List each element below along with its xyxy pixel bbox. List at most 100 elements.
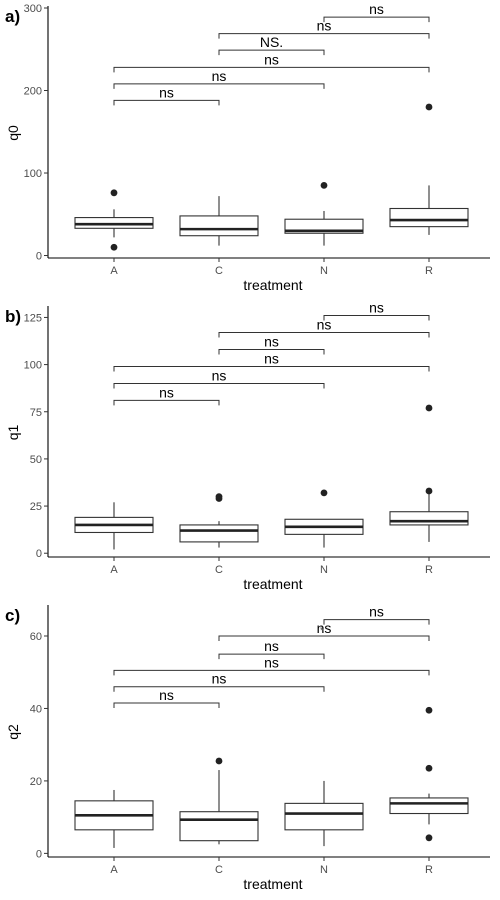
y-axis-title: q2 [5,724,21,740]
outlier-point [110,243,118,251]
significance-label: ns [264,334,279,350]
x-tick-label: N [320,864,328,876]
significance-label: ns [317,317,332,333]
iqr-box [179,215,259,237]
comparison-C-R: ns [218,317,430,338]
significance-bracket [113,702,220,709]
significance-bracket [113,686,325,692]
y-tick-label: 60 [30,631,42,643]
significance-label: NS. [260,34,283,50]
box-C [179,196,259,246]
significance-label: ns [159,687,174,703]
y-tick-label: 0 [36,251,42,263]
box-C [179,757,259,845]
significance-bracket [113,99,220,106]
significance-label: ns [317,620,332,636]
y-axis-title: q1 [5,425,21,441]
outlier-point [320,489,328,497]
box-A [74,502,154,550]
iqr-box [284,802,364,831]
y-tick-label: 100 [24,168,42,180]
outlier-point [425,706,433,714]
x-tick-label: N [320,564,328,576]
box-A [74,789,154,848]
significance-bracket [113,365,430,372]
significance-bracket [218,332,430,338]
significance-bracket [218,49,325,56]
x-tick-label: A [110,864,118,876]
outlier-point [425,487,433,495]
x-tick-label: C [215,265,223,277]
y-tick-label: 100 [24,360,42,372]
x-axis-title: treatment [243,277,302,293]
significance-label: ns [264,350,279,366]
iqr-box [179,524,259,543]
x-axis-title: treatment [243,576,302,592]
significance-bracket [323,619,430,625]
significance-bracket [218,33,430,39]
x-axis-title: treatment [243,876,302,892]
comparison-C-N: ns [218,334,325,355]
y-tick-label: 50 [30,454,42,466]
significance-bracket [113,66,430,73]
significance-label: ns [264,51,279,67]
panel-label: a) [5,7,20,26]
x-tick-label: R [425,564,433,576]
x-tick-label: N [320,265,328,277]
significance-label: ns [212,671,227,687]
significance-label: ns [159,84,174,100]
comparison-A-C: ns [113,384,220,406]
x-tick-label: C [215,564,223,576]
comparison-A-C: ns [113,687,220,709]
significance-label: ns [212,367,227,383]
y-tick-label: 125 [24,312,42,324]
outlier-point [215,757,223,765]
significance-label: ns [159,384,174,400]
significance-bracket [218,349,325,355]
x-tick-label: C [215,864,223,876]
outlier-point [425,834,433,842]
box-N [284,780,364,847]
significance-bracket [323,315,430,321]
y-tick-label: 20 [30,776,42,788]
y-tick-label: 200 [24,86,42,98]
outlier-point [425,764,433,772]
comparison-C-R: ns [218,620,430,641]
box-N [284,489,364,548]
x-tick-label: R [425,265,433,277]
comparison-C-N: ns [218,638,325,660]
outlier-point [425,404,433,412]
significance-label: ns [317,18,332,34]
significance-bracket [323,16,430,23]
box-R [389,103,469,235]
iqr-box [389,207,469,228]
significance-bracket [218,635,430,641]
significance-bracket [218,653,325,660]
significance-bracket [113,669,430,676]
box-N [284,181,364,246]
comparison-A-N: ns [113,367,325,389]
significance-star: * [320,625,325,637]
significance-label: ns [369,300,384,316]
significance-label: ns [369,1,384,17]
comparison-C-N: NS. [218,34,325,56]
outlier-point [425,103,433,111]
y-axis-title: q0 [5,125,21,141]
outlier-point [215,495,223,502]
iqr-box [389,511,469,526]
comparison-N-R: ns [323,1,430,23]
y-tick-label: 75 [30,407,42,419]
outlier-point [110,189,118,197]
box-R [389,404,469,542]
comparison-N-R: ns [323,604,430,625]
x-tick-label: R [425,864,433,876]
significance-bracket [113,83,325,89]
comparison-A-R: ns [113,350,430,372]
significance-label: ns [264,654,279,670]
comparison-A-R: ns [113,51,430,73]
box-R [389,706,469,842]
significance-label: ns [212,68,227,84]
